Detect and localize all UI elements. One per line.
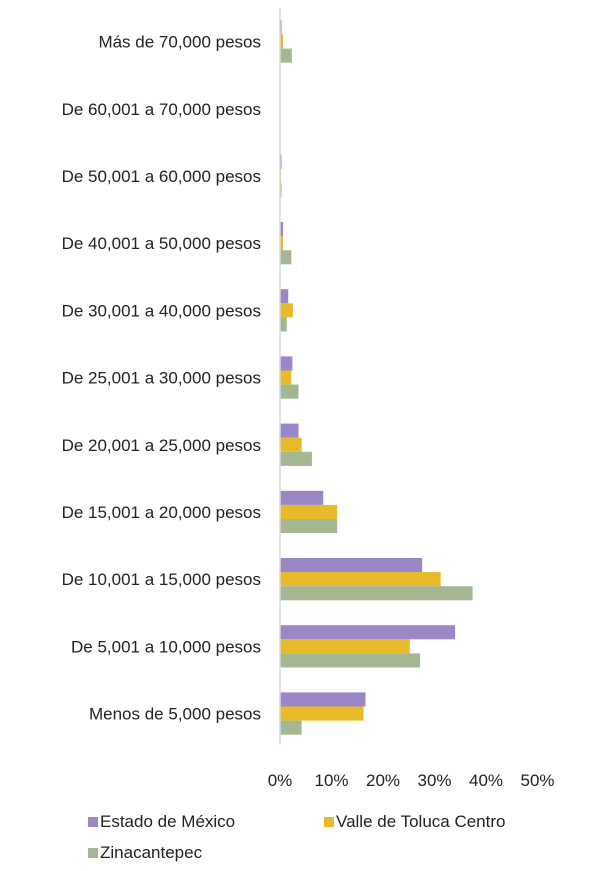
bar-zinacantepec [280, 250, 292, 265]
legend-swatch [88, 817, 98, 827]
x-axis-tick-labels: 0% 10% 20% 30% 40% 50% [268, 771, 555, 790]
bar-valle-de-toluca-centro [280, 706, 364, 721]
bar-zinacantepec [280, 720, 302, 735]
x-tick-label: 0% [268, 771, 293, 790]
bar-valle-de-toluca-centro [280, 303, 293, 318]
category-label: De 30,001 a 40,000 pesos [62, 301, 261, 320]
legend-item-estado-de-mexico: Estado de México [88, 812, 235, 831]
bar-valle-de-toluca-centro [280, 437, 302, 452]
legend-swatch [324, 817, 334, 827]
legend-item-zinacantepec: Zinacantepec [88, 843, 203, 862]
bar-zinacantepec [280, 586, 473, 601]
bar-zinacantepec [280, 519, 338, 534]
bar-zinacantepec [280, 48, 292, 63]
bar-estado-de-mexico [280, 423, 299, 438]
bar-valle-de-toluca-centro [280, 572, 441, 587]
category-label: Más de 70,000 pesos [98, 33, 261, 52]
bar-valle-de-toluca-centro [280, 370, 292, 385]
category-label: De 25,001 a 30,000 pesos [62, 369, 261, 388]
legend-item-valle-de-toluca-centro: Valle de Toluca Centro [324, 812, 505, 831]
bar-zinacantepec [280, 451, 312, 466]
bar-estado-de-mexico [280, 356, 293, 371]
bar-valle-de-toluca-centro [280, 34, 284, 49]
legend: Estado de México Valle de Toluca Centro Zi… [88, 812, 505, 862]
bar-estado-de-mexico [280, 289, 289, 304]
x-tick-label: 20% [366, 771, 400, 790]
legend-swatch [88, 848, 98, 858]
legend-label: Valle de Toluca Centro [336, 812, 505, 831]
category-label: De 60,001 a 70,000 pesos [62, 100, 261, 119]
bar-estado-de-mexico [280, 20, 282, 35]
category-label: De 10,001 a 15,000 pesos [62, 570, 261, 589]
bar-estado-de-mexico [280, 692, 366, 707]
category-label: De 15,001 a 20,000 pesos [62, 503, 261, 522]
bar-estado-de-mexico [280, 490, 324, 505]
bar-estado-de-mexico [280, 154, 282, 169]
category-label: Menos de 5,000 pesos [89, 705, 261, 724]
bar-valle-de-toluca-centro [280, 504, 338, 519]
bar-valle-de-toluca-centro [280, 236, 284, 251]
category-labels: Más de 70,000 pesos De 60,001 a 70,000 pe… [62, 33, 261, 724]
bar-zinacantepec [280, 653, 421, 668]
bar-estado-de-mexico [280, 222, 284, 237]
category-label: De 40,001 a 50,000 pesos [62, 234, 261, 253]
bar-estado-de-mexico [280, 625, 456, 640]
category-label: De 20,001 a 25,000 pesos [62, 436, 261, 455]
legend-label: Estado de México [100, 812, 235, 831]
bar-zinacantepec [280, 384, 299, 399]
bars [280, 20, 473, 735]
bar-valle-de-toluca-centro [280, 639, 410, 654]
x-tick-label: 30% [417, 771, 451, 790]
bar-estado-de-mexico [280, 558, 423, 573]
category-label: De 50,001 a 60,000 pesos [62, 167, 261, 186]
x-tick-label: 50% [520, 771, 554, 790]
category-label: De 5,001 a 10,000 pesos [71, 637, 261, 656]
x-tick-label: 10% [314, 771, 348, 790]
bar-zinacantepec [280, 317, 287, 332]
bar-zinacantepec [280, 183, 282, 198]
legend-label: Zinacantepec [100, 843, 203, 862]
x-tick-label: 40% [469, 771, 503, 790]
